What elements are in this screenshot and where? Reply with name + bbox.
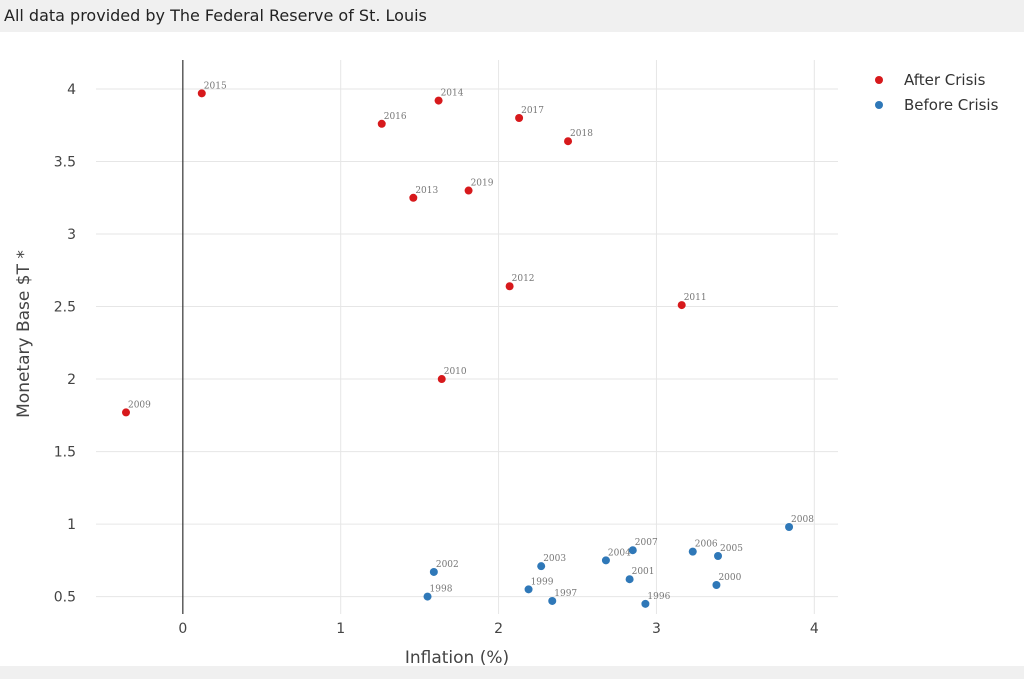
grid-layer bbox=[96, 60, 838, 614]
data-point[interactable] bbox=[785, 522, 794, 531]
data-point[interactable] bbox=[429, 567, 438, 576]
data-point[interactable] bbox=[377, 119, 386, 128]
y-tick-label: 2.5 bbox=[54, 300, 76, 316]
data-point[interactable] bbox=[537, 562, 546, 571]
point-label: 2006 bbox=[695, 540, 718, 550]
data-point[interactable] bbox=[434, 96, 443, 105]
data-point[interactable] bbox=[121, 408, 130, 417]
legend-marker bbox=[875, 101, 883, 109]
point-label: 1998 bbox=[430, 585, 453, 595]
point-label: 2003 bbox=[543, 554, 566, 564]
data-point[interactable] bbox=[625, 575, 634, 584]
data-point[interactable] bbox=[641, 599, 650, 608]
y-tick-label: 1.5 bbox=[54, 445, 76, 461]
y-axis-title: Monetary Base $T * bbox=[14, 250, 34, 418]
x-axis-title: Inflation (%) bbox=[405, 648, 509, 668]
legend[interactable]: After Crisis Before Crisis bbox=[875, 71, 999, 114]
data-point[interactable] bbox=[601, 556, 610, 565]
point-label: 2001 bbox=[632, 567, 655, 577]
y-tick-label: 4 bbox=[67, 82, 76, 98]
data-point[interactable] bbox=[628, 546, 637, 555]
point-label: 2013 bbox=[415, 186, 438, 196]
y-tick-label: 3.5 bbox=[54, 155, 76, 171]
chart-panel bbox=[0, 32, 1024, 666]
x-tick-label: 4 bbox=[810, 621, 819, 637]
axis-layer: 0.5 1 1.5 2 2.5 3 3.5 4 0 1 2 3 4 bbox=[54, 60, 819, 637]
x-tick-label: 3 bbox=[652, 621, 661, 637]
point-label: 2016 bbox=[384, 112, 407, 122]
y-tick-label: 2 bbox=[67, 372, 76, 388]
point-label: 1996 bbox=[647, 592, 670, 602]
legend-item[interactable]: Before Crisis bbox=[875, 96, 999, 114]
point-label: 2018 bbox=[570, 129, 593, 139]
y-tick-label: 0.5 bbox=[54, 590, 76, 606]
x-tick-label: 2 bbox=[494, 621, 503, 637]
data-point[interactable] bbox=[712, 580, 721, 589]
data-point[interactable] bbox=[197, 89, 206, 98]
point-label: 2008 bbox=[791, 515, 814, 525]
point-label: 2000 bbox=[718, 573, 741, 583]
point-label: 2005 bbox=[720, 544, 743, 554]
points-layer: 2009 2010 2011 2012 2013 2014 2015 2016 2017 2018… bbox=[121, 81, 814, 608]
data-point[interactable] bbox=[515, 114, 524, 123]
legend-item[interactable]: After Crisis bbox=[875, 71, 986, 89]
point-label: 2002 bbox=[436, 560, 459, 570]
legend-label: After Crisis bbox=[904, 71, 986, 89]
data-point[interactable] bbox=[677, 301, 686, 310]
bottom-strip bbox=[0, 666, 1024, 679]
x-tick-label: 1 bbox=[336, 621, 345, 637]
data-point[interactable] bbox=[688, 547, 697, 556]
data-point[interactable] bbox=[524, 585, 533, 594]
data-point[interactable] bbox=[505, 282, 514, 291]
data-point[interactable] bbox=[564, 137, 573, 146]
point-label: 2010 bbox=[444, 367, 467, 377]
point-label: 2012 bbox=[512, 274, 535, 284]
point-label: 2011 bbox=[684, 293, 707, 303]
data-point[interactable] bbox=[548, 596, 557, 605]
y-tick-label: 3 bbox=[67, 227, 76, 243]
point-label: 2007 bbox=[635, 538, 658, 548]
data-point[interactable] bbox=[409, 193, 418, 202]
x-tick-label: 0 bbox=[178, 621, 187, 637]
point-label: 2019 bbox=[471, 179, 494, 189]
source-note: All data provided by The Federal Reserve… bbox=[4, 6, 427, 25]
data-point[interactable] bbox=[714, 551, 723, 560]
point-label: 2009 bbox=[128, 400, 151, 410]
y-tick-label: 1 bbox=[67, 517, 76, 533]
legend-label: Before Crisis bbox=[904, 96, 999, 114]
point-label: 2014 bbox=[441, 89, 464, 99]
point-label: 1997 bbox=[554, 589, 577, 599]
legend-marker bbox=[875, 76, 883, 84]
data-point[interactable] bbox=[437, 375, 446, 384]
point-label: 1999 bbox=[531, 577, 554, 587]
data-point[interactable] bbox=[464, 186, 473, 195]
point-label: 2004 bbox=[608, 548, 631, 558]
point-label: 2017 bbox=[521, 106, 544, 116]
data-point[interactable] bbox=[423, 592, 432, 601]
point-label: 2015 bbox=[204, 81, 227, 91]
